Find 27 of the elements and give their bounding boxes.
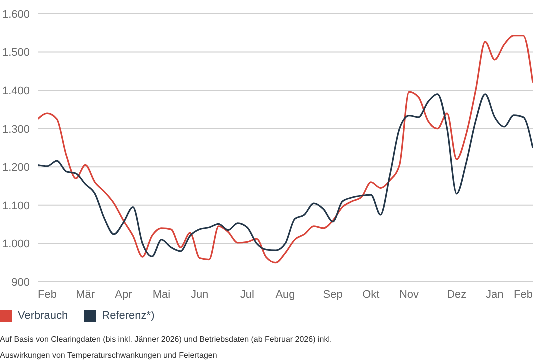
x-tick-label: Sep bbox=[323, 288, 343, 301]
x-tick-label: Jul bbox=[240, 288, 254, 301]
x-tick-label: Aug bbox=[276, 288, 296, 301]
y-tick-label: 1.100 bbox=[2, 200, 30, 212]
y-tick-label: 1.400 bbox=[2, 85, 30, 98]
x-tick-label: Okt bbox=[362, 288, 380, 301]
y-tick-label: 1.500 bbox=[2, 47, 30, 60]
y-tick-label: 1.000 bbox=[2, 238, 30, 251]
x-tick-label: Feb bbox=[38, 288, 58, 301]
text: Auf Basis von Clearingdaten (bis inkl. Jänner 2026) und Betriebsdaten (ab Februar 2026) inkl. bbox=[0, 334, 334, 346]
line-series bbox=[38, 35, 533, 264]
x-tick-label: Mär bbox=[76, 288, 96, 301]
x-tick-label: Apr bbox=[115, 288, 133, 301]
x-tick-label: Jan bbox=[486, 288, 504, 301]
y-tick-label: 900 bbox=[12, 276, 30, 289]
x-tick-label: Dez bbox=[447, 288, 467, 301]
legend-label: Referenz*) bbox=[102, 310, 155, 322]
x-tick-label: Jun bbox=[190, 288, 209, 301]
x-tick-label: Feb bbox=[514, 288, 533, 301]
x-tick-label: Nov bbox=[399, 288, 420, 301]
y-tick-label: 1.600 bbox=[2, 8, 30, 21]
text: Auswirkungen von Temperaturschwankungen und Feiertagen bbox=[0, 350, 218, 360]
x-tick-label: Mai bbox=[152, 288, 171, 301]
y-tick-label: 1.200 bbox=[2, 162, 30, 174]
legend-label: Verbrauch bbox=[18, 310, 68, 322]
y-tick-label: 1.300 bbox=[2, 124, 30, 136]
line-series bbox=[38, 94, 533, 258]
